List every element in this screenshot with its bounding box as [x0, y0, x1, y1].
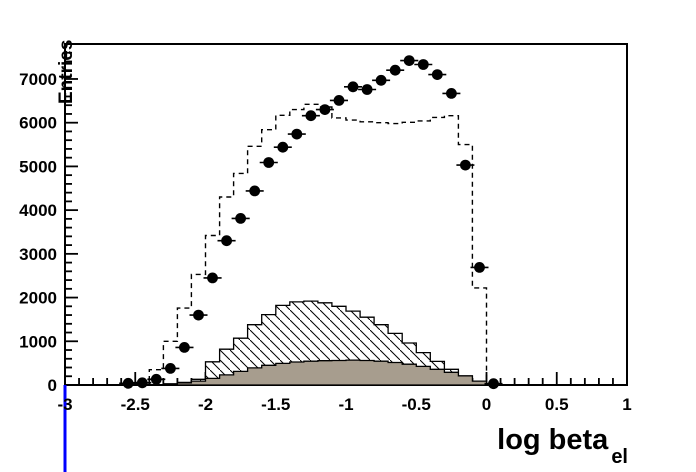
svg-text:1: 1 [622, 395, 631, 414]
svg-text:-1.5: -1.5 [261, 395, 290, 414]
x-axis-title: log betael [497, 424, 628, 468]
svg-text:0: 0 [482, 395, 491, 414]
svg-text:7000: 7000 [19, 70, 57, 89]
svg-text:-2.5: -2.5 [121, 395, 150, 414]
data-points [119, 55, 503, 390]
x-axis-tick-labels: -3 -2.5 -2 -1.5 -1 -0.5 0 0.5 1 [57, 395, 631, 414]
svg-text:-0.5: -0.5 [402, 395, 431, 414]
total-blue-histogram [63, 384, 67, 472]
svg-text:4000: 4000 [19, 201, 57, 220]
svg-text:2000: 2000 [19, 289, 57, 308]
svg-text:Entries: Entries [56, 40, 77, 104]
y-axis-tick-labels: 0 1000 2000 3000 4000 5000 6000 7000 [19, 70, 57, 395]
svg-text:3000: 3000 [19, 245, 57, 264]
svg-text:-1: -1 [338, 395, 353, 414]
background-gray-histogram [148, 359, 488, 386]
y-axis-ticks [65, 43, 78, 386]
svg-text:0.5: 0.5 [545, 395, 569, 414]
svg-text:log betael: log betael [497, 424, 628, 468]
svg-text:-2: -2 [198, 395, 213, 414]
svg-text:6000: 6000 [19, 114, 57, 133]
svg-text:1000: 1000 [19, 332, 57, 351]
svg-text:-3: -3 [57, 395, 72, 414]
svg-text:5000: 5000 [19, 157, 57, 176]
svg-text:0: 0 [48, 376, 57, 395]
y-axis-title: Entries [56, 40, 77, 104]
